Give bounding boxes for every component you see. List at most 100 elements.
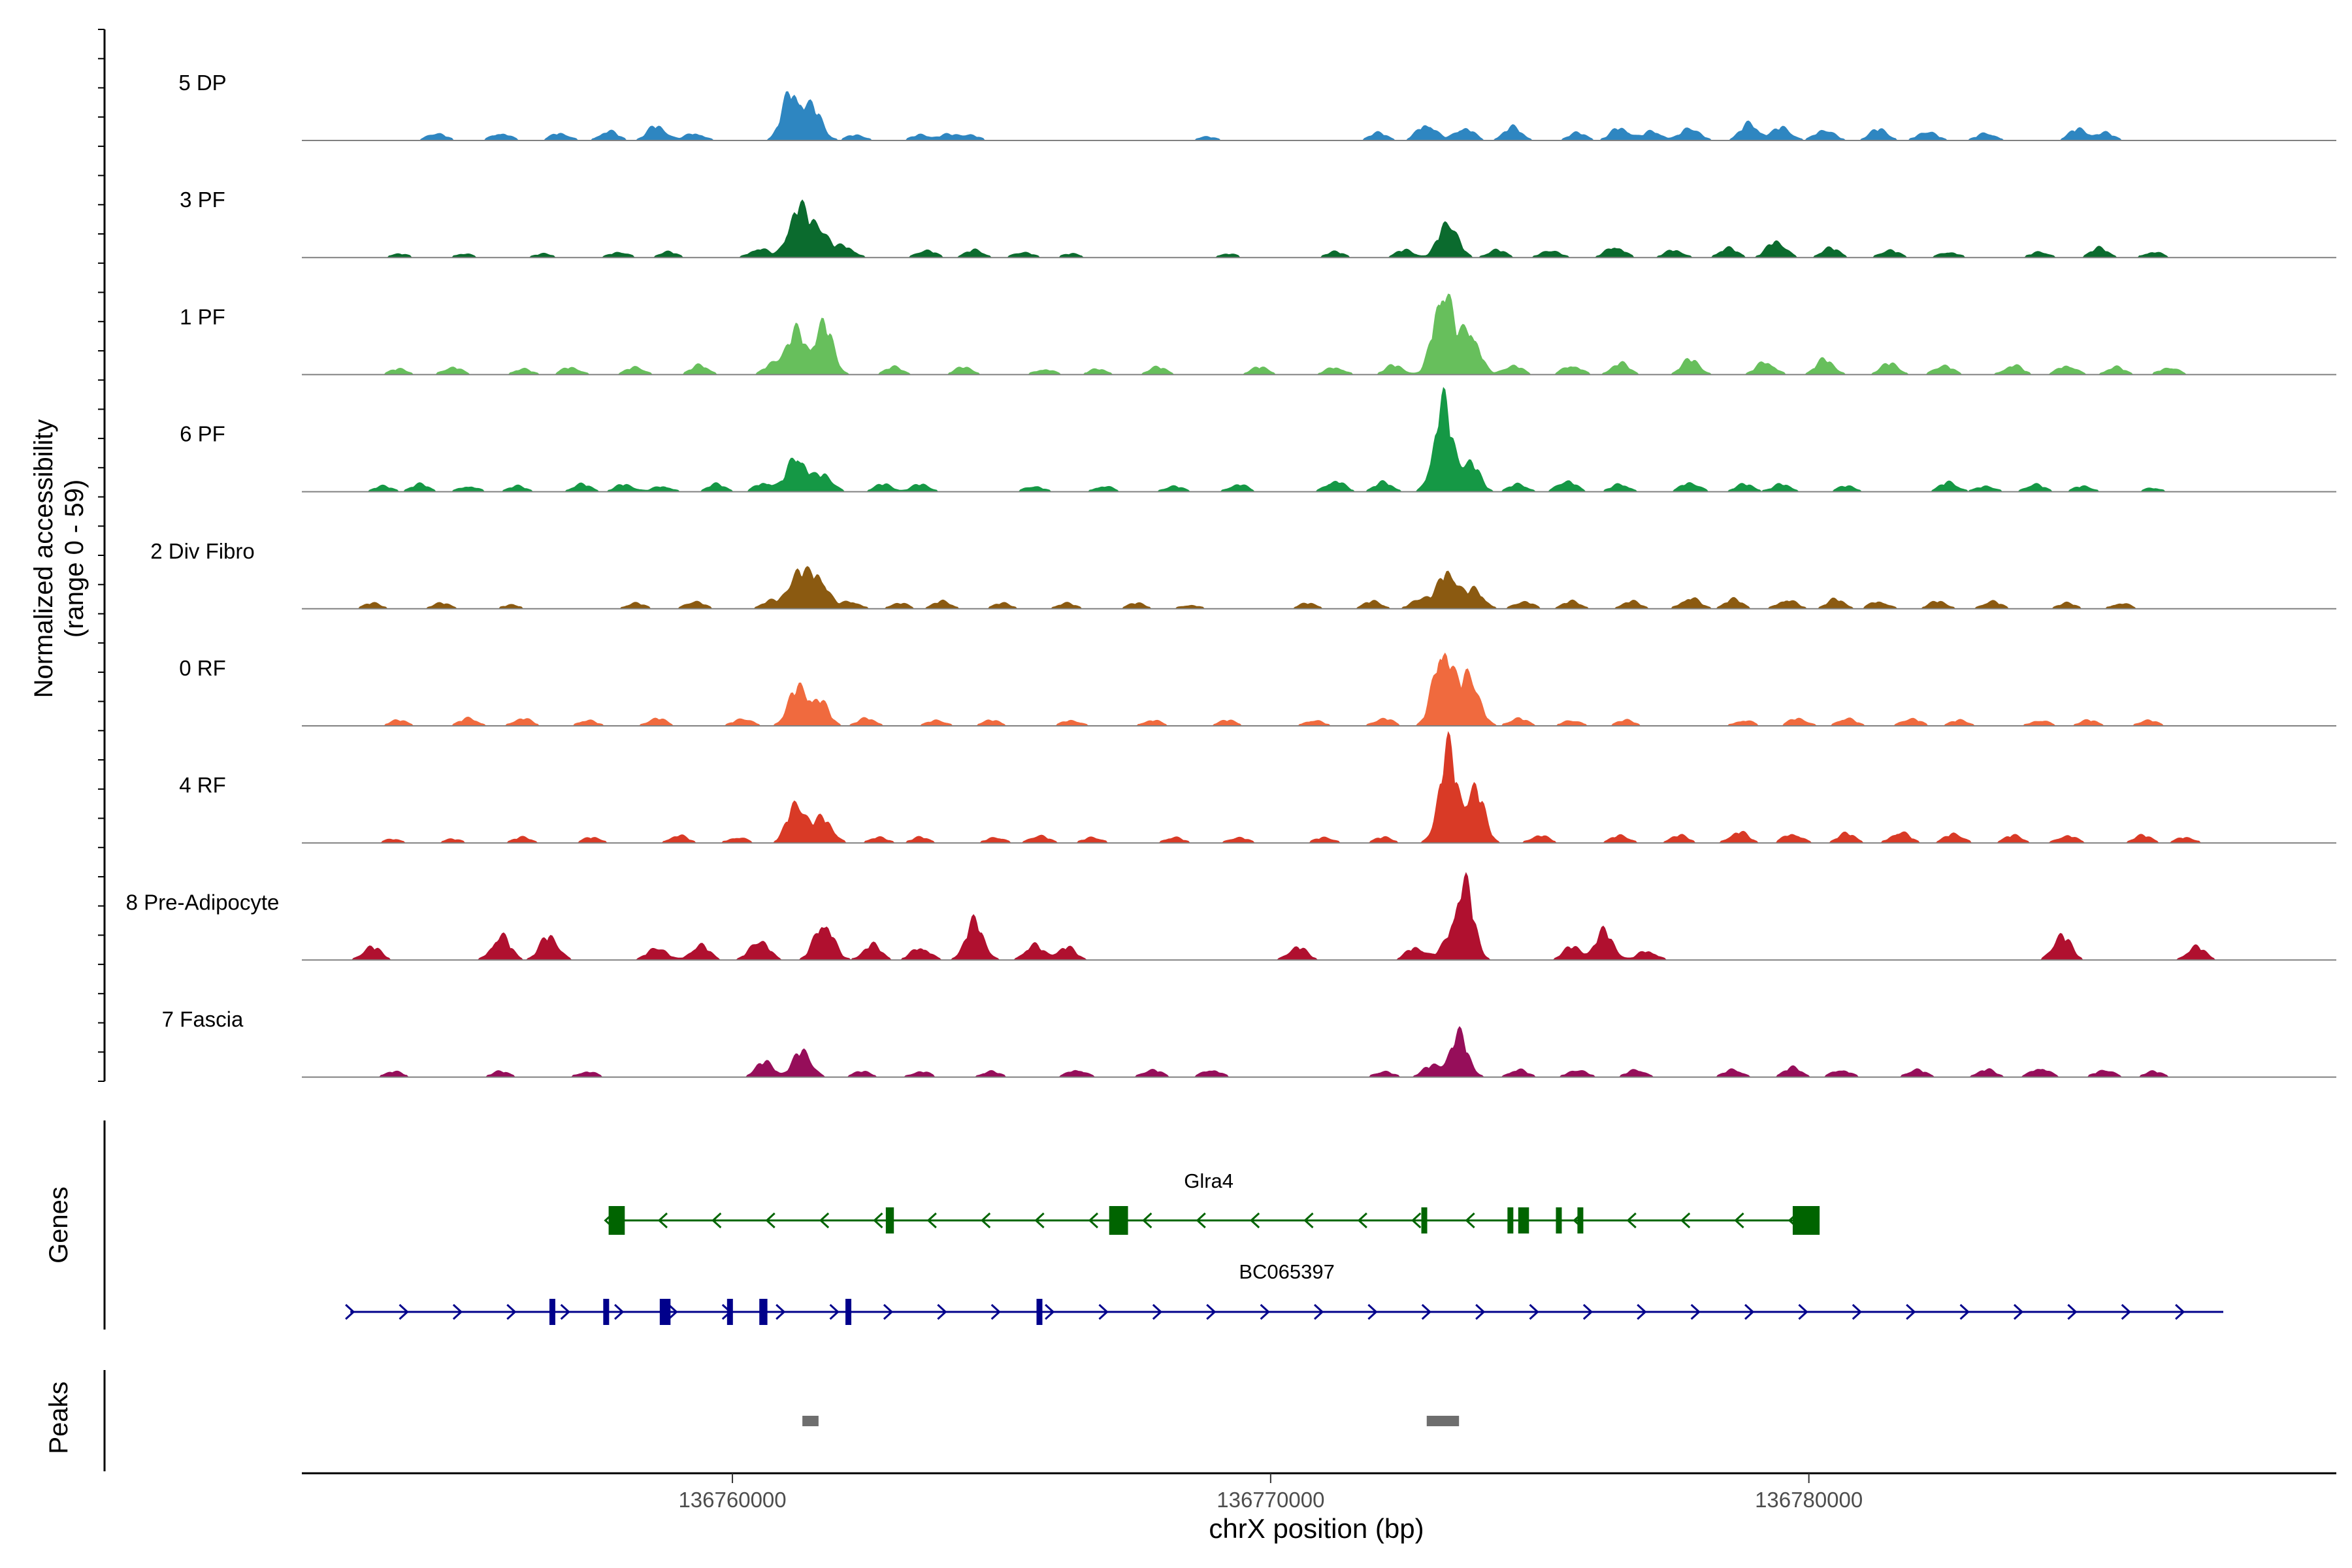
strand-arrow xyxy=(1142,1212,1152,1229)
x-tick-label: 136770000 xyxy=(1217,1488,1324,1512)
coverage-area xyxy=(302,566,2336,610)
axes-layer: 136760000 136770000 136780000 xyxy=(98,29,2336,1512)
strand-arrow xyxy=(1367,1303,1378,1320)
gene-exon xyxy=(1577,1207,1584,1233)
coverage-track: 4 RF xyxy=(179,730,2336,844)
strand-arrow xyxy=(926,1212,937,1229)
strand-arrow xyxy=(1411,1212,1422,1229)
track-label: 0 RF xyxy=(179,656,226,680)
peak-region xyxy=(802,1416,819,1426)
strand-arrow xyxy=(1529,1303,1539,1320)
gene-exon xyxy=(1792,1206,1820,1235)
strand-arrow xyxy=(1196,1212,1206,1229)
track-label: 5 DP xyxy=(178,71,226,95)
strand-arrow xyxy=(1690,1303,1701,1320)
strand-arrow xyxy=(1088,1212,1099,1229)
strand-arrow xyxy=(2121,1303,2131,1320)
track-label: 3 PF xyxy=(180,188,225,212)
coverage-track: 7 Fascia xyxy=(162,1007,2336,1078)
coverage-track: 5 DP xyxy=(178,71,2336,141)
strand-arrow xyxy=(345,1303,355,1320)
strand-arrow xyxy=(765,1212,776,1229)
gene-exon xyxy=(1507,1207,1514,1233)
coverage-area xyxy=(302,872,2336,961)
track-label: 8 Pre-Adipocyte xyxy=(126,890,280,914)
gene-exon xyxy=(549,1299,555,1325)
coverage-track: 1 PF xyxy=(180,293,2336,376)
strand-arrow xyxy=(873,1212,883,1229)
peaks-ylabel: Peaks xyxy=(44,1381,73,1454)
coverage-track: 0 RF xyxy=(179,652,2336,727)
coverage-ylabel-line2: (range 0 - 59) xyxy=(60,480,89,638)
coverage-area xyxy=(302,91,2336,141)
strand-arrow xyxy=(1034,1212,1045,1229)
gene-annotation-track: Glra4 BC065397 xyxy=(345,1169,2223,1325)
gene-model: Glra4 xyxy=(604,1169,1820,1235)
gene-label: BC065397 xyxy=(1239,1260,1335,1283)
coverage-area xyxy=(302,652,2336,727)
track-label: 7 Fascia xyxy=(162,1007,244,1032)
strand-arrow xyxy=(506,1303,517,1320)
strand-arrow xyxy=(1260,1303,1270,1320)
strand-arrow xyxy=(1744,1303,1755,1320)
x-axis-label: chrX position (bp) xyxy=(1209,1513,1424,1544)
coverage-track: 8 Pre-Adipocyte xyxy=(126,872,2336,961)
strand-arrow xyxy=(1465,1212,1475,1229)
peak-region xyxy=(1426,1416,1460,1426)
gene-exon xyxy=(759,1299,768,1325)
coverage-tracks: 5 DP 3 PF 1 PF 6 PF 2 Div Fibro 0 RF 4 RF 8 Pre… xyxy=(126,71,2336,1078)
coverage-area xyxy=(302,730,2336,843)
strand-arrow xyxy=(1475,1303,1486,1320)
strand-arrow xyxy=(1249,1212,1260,1229)
gene-exon xyxy=(659,1299,671,1325)
strand-arrow xyxy=(560,1303,570,1320)
gene-exon xyxy=(885,1207,894,1233)
gene-model: BC065397 xyxy=(345,1260,2223,1325)
gene-exon xyxy=(1556,1207,1562,1233)
coverage-track: 2 Div Fibro xyxy=(150,539,2336,610)
strand-arrow xyxy=(1734,1212,1744,1229)
gene-exon xyxy=(1518,1207,1529,1233)
strand-arrow xyxy=(1798,1303,1808,1320)
strand-arrow xyxy=(2175,1303,2185,1320)
gene-exon xyxy=(1421,1207,1428,1233)
gene-exon xyxy=(1109,1206,1128,1235)
strand-arrow xyxy=(819,1212,830,1229)
strand-arrow xyxy=(1303,1212,1314,1229)
strand-arrow xyxy=(1206,1303,1217,1320)
gene-exon xyxy=(608,1206,625,1235)
strand-arrow xyxy=(1637,1303,1647,1320)
track-label: 6 PF xyxy=(180,422,225,446)
strand-arrow xyxy=(1680,1212,1691,1229)
strand-arrow xyxy=(657,1212,668,1229)
strand-arrow xyxy=(452,1303,463,1320)
gene-exon xyxy=(845,1299,852,1325)
strand-arrow xyxy=(990,1303,1001,1320)
strand-arrow xyxy=(1959,1303,1970,1320)
strand-arrow xyxy=(1357,1212,1367,1229)
peaks-track xyxy=(802,1416,1460,1426)
coverage-track: 3 PF xyxy=(180,188,2336,259)
strand-arrow xyxy=(2067,1303,2078,1320)
coverage-area xyxy=(302,387,2336,493)
x-tick-label: 136760000 xyxy=(678,1488,786,1512)
gene-label: Glra4 xyxy=(1184,1169,1233,1192)
strand-arrow xyxy=(829,1303,840,1320)
strand-arrow xyxy=(1852,1303,1863,1320)
gene-exon xyxy=(1036,1299,1043,1325)
strand-arrow xyxy=(1421,1303,1431,1320)
strand-arrow xyxy=(399,1303,409,1320)
strand-arrow xyxy=(937,1303,947,1320)
strand-arrow xyxy=(1906,1303,1916,1320)
strand-arrow xyxy=(1582,1303,1593,1320)
strand-arrow xyxy=(1098,1303,1109,1320)
strand-arrow xyxy=(1626,1212,1637,1229)
coverage-area xyxy=(302,199,2336,258)
strand-arrow xyxy=(1313,1303,1324,1320)
coverage-ylabel-line1: Normalized accessibility xyxy=(29,419,58,698)
track-label: 2 Div Fibro xyxy=(150,539,255,563)
strand-arrow xyxy=(981,1212,991,1229)
gene-exon xyxy=(727,1299,733,1325)
genes-ylabel: Genes xyxy=(44,1186,73,1264)
